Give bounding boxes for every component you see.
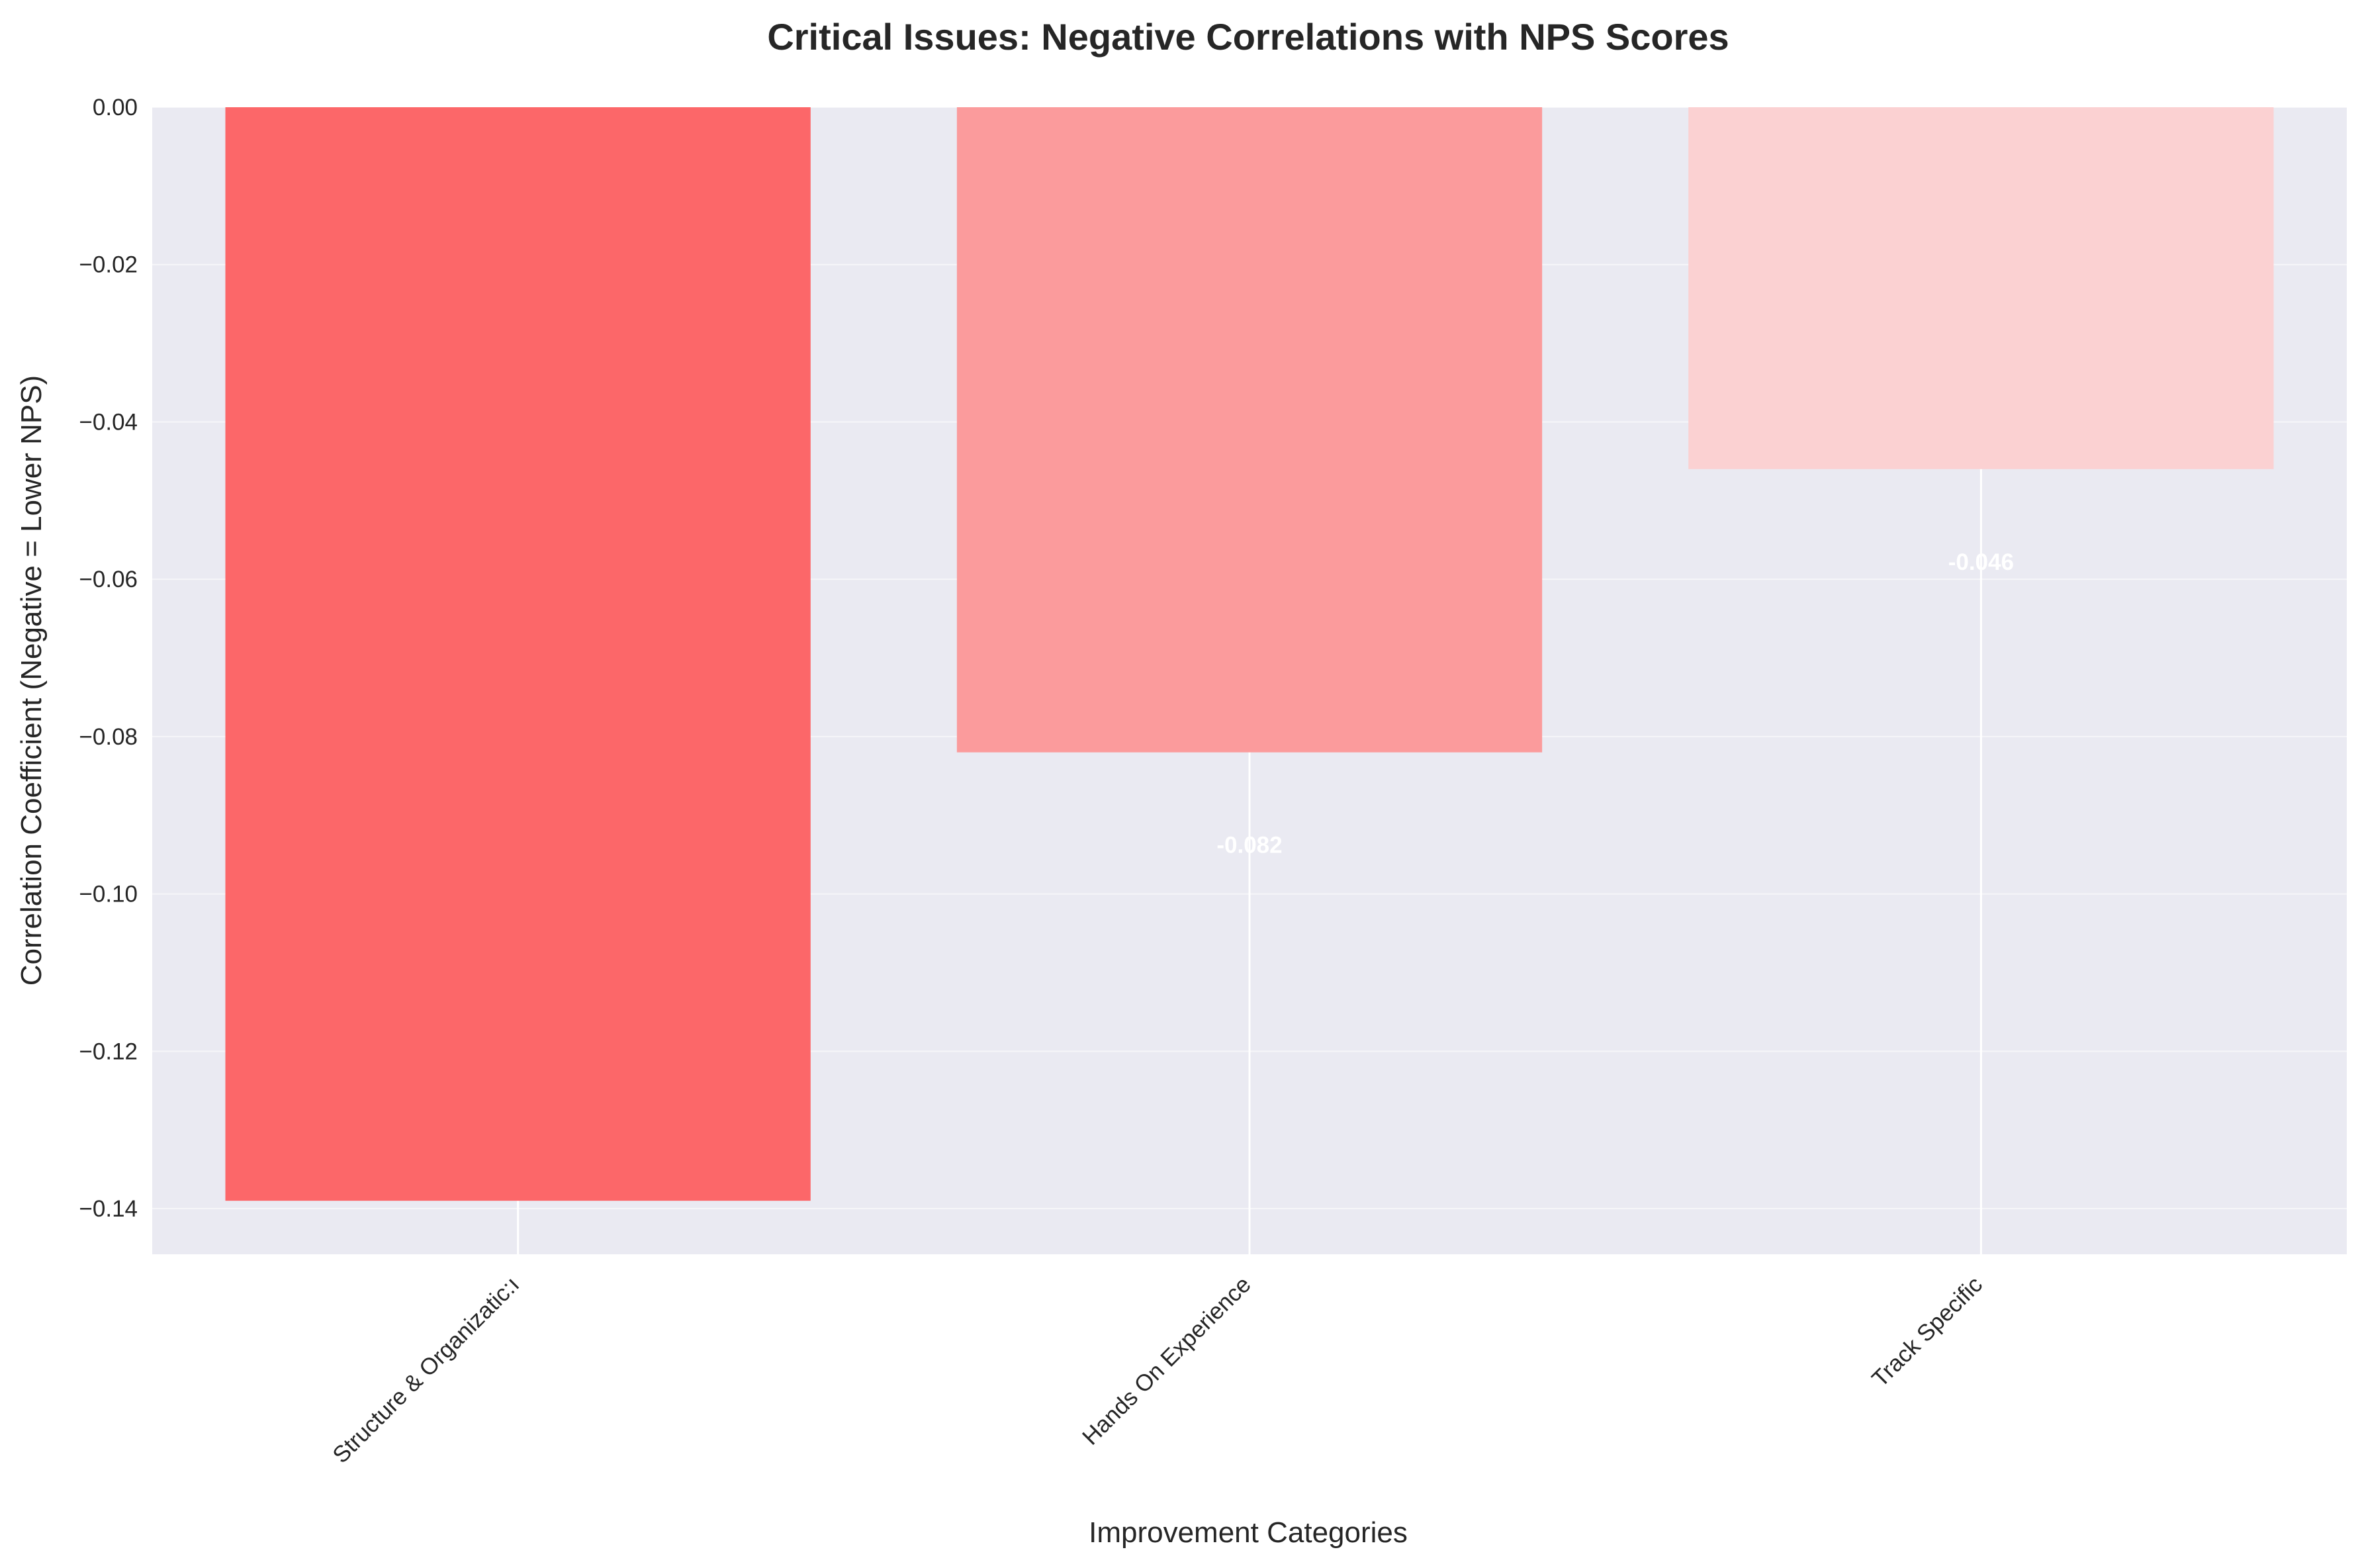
bar bbox=[1688, 107, 2274, 469]
y-tick-label: −0.12 bbox=[79, 1038, 138, 1064]
x-tick-label: Hands On Experience bbox=[1077, 1271, 1256, 1450]
x-axis-ticks: Structure & Organizatic:ı Hands On Experi… bbox=[328, 1271, 1987, 1468]
bar bbox=[956, 107, 1543, 753]
bar-value-label: -0.082 bbox=[1216, 833, 1282, 858]
data-labels: -0.082 -0.046 bbox=[1216, 549, 2014, 858]
bar-value-label: -0.046 bbox=[1948, 549, 2014, 575]
y-tick-label: −0.08 bbox=[79, 724, 138, 750]
x-tick-label: Track Specific bbox=[1867, 1271, 1987, 1392]
x-tick-label: Structure & Organizatic:ı bbox=[328, 1271, 524, 1468]
y-axis-ticks: 0.00 −0.02 −0.04 −0.06 −0.08 −0.10 −0.12 −0.14 bbox=[79, 95, 138, 1222]
chart-title: Critical Issues: Negative Correlations w… bbox=[767, 16, 1729, 58]
bar bbox=[225, 107, 811, 1201]
y-tick-label: −0.10 bbox=[79, 882, 138, 907]
x-axis-label: Improvement Categories bbox=[1089, 1516, 1408, 1549]
bars bbox=[225, 107, 2274, 1201]
y-tick-label: −0.06 bbox=[79, 567, 138, 592]
y-tick-label: 0.00 bbox=[93, 95, 138, 120]
y-tick-label: −0.02 bbox=[79, 252, 138, 278]
y-axis-label: Correlation Coefficient (Negative = Lowe… bbox=[15, 375, 48, 986]
y-tick-label: −0.04 bbox=[79, 409, 138, 435]
y-tick-label: −0.14 bbox=[79, 1196, 138, 1222]
